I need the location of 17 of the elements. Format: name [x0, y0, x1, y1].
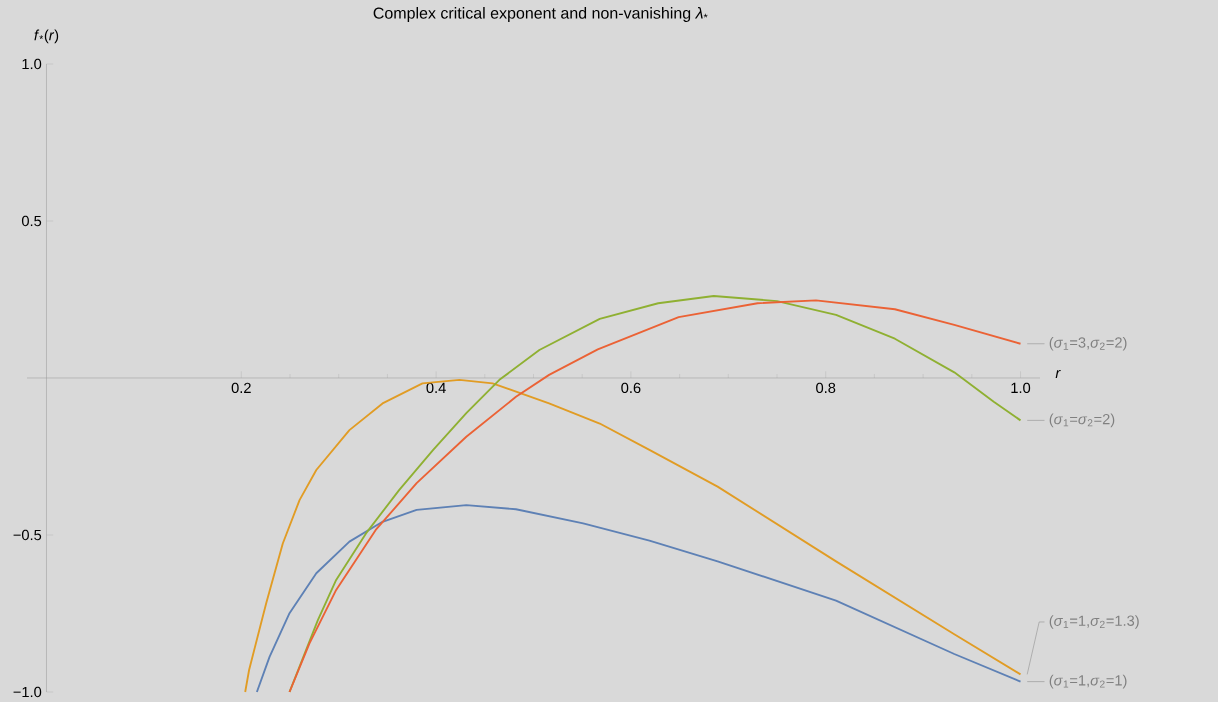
chart-title: Complex critical exponent and non-vanishing λ$_{*}$: [373, 7, 708, 22]
y-tick-label: −0.5: [13, 529, 42, 541]
x-tick-label: 1.0: [1011, 382, 1031, 394]
x-axis-title: r: [1055, 370, 1061, 378]
y-tick-label: −1.0: [13, 686, 42, 698]
series-label: (σ$_{1}$=σ$_{2}$=2): [1049, 413, 1115, 428]
y-tick-label: 0.5: [21, 215, 42, 227]
x-tick-label: 0.8: [816, 382, 836, 394]
y-tick-label: 1.0: [22, 58, 42, 70]
series-label: (σ$_{1}$=3,σ$_{2}$=2): [1049, 336, 1127, 351]
x-tick-label: 0.2: [231, 382, 251, 394]
series-label: (σ$_{1}$=1,σ$_{2}$=1): [1049, 674, 1127, 689]
x-tick-label: 0.4: [426, 382, 446, 394]
text: (σ$_{1}$=1,σ$_{2}$=1.3): [1049, 615, 1139, 629]
x-tick-label: 0.6: [621, 382, 641, 394]
line-series: [255, 504, 1022, 693]
y-axis-title: f$_{*}$(r): [34, 29, 59, 44]
